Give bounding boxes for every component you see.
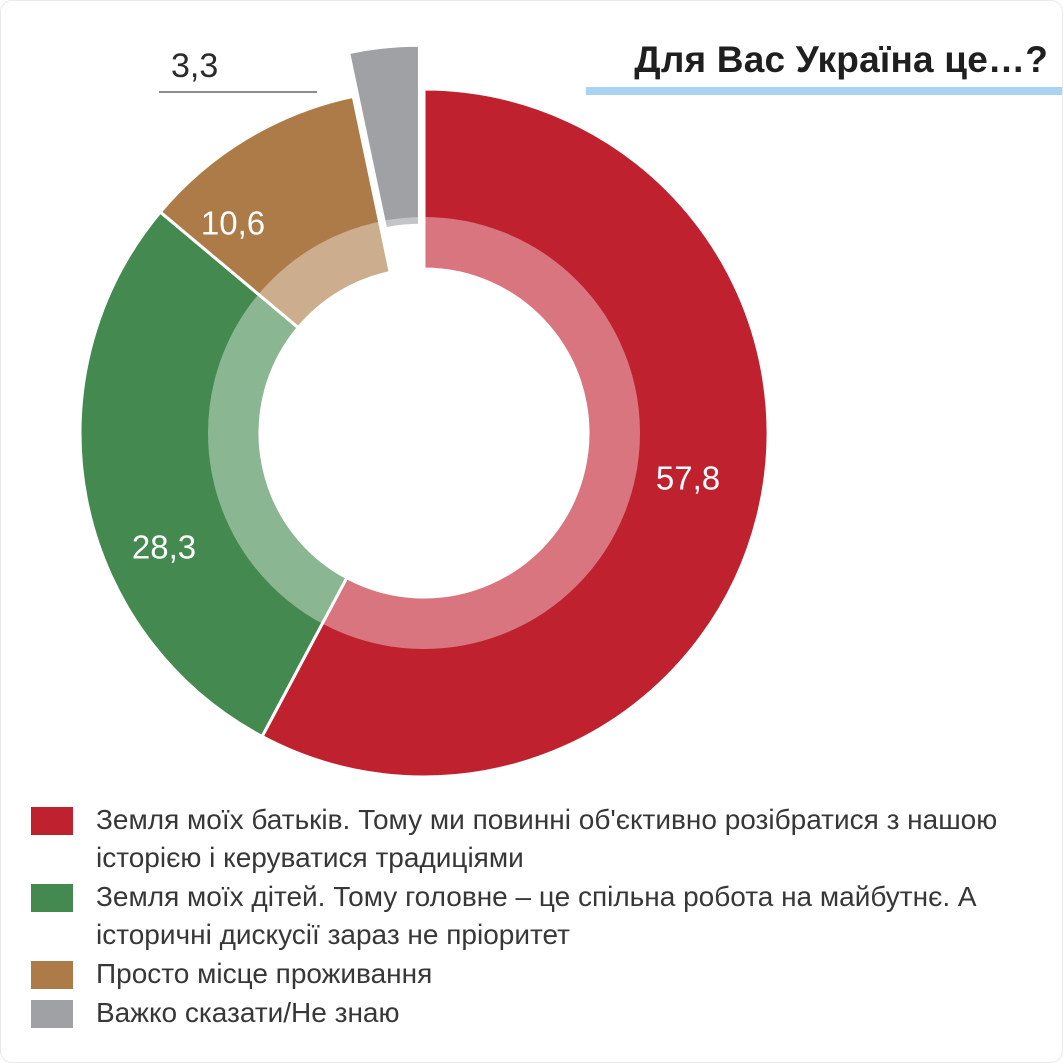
- title-underline-bar: [586, 87, 1062, 95]
- legend-swatch-brown: [31, 961, 73, 989]
- donut-slice-2: [158, 94, 392, 330]
- legend-label: Земля моїх дітей. Тому головне – це спіл…: [96, 881, 977, 950]
- legend-item: Просто місце проживання: [31, 955, 1041, 993]
- legend-label: Земля моїх батьків. Тому ми повинні об'є…: [96, 804, 998, 873]
- legend-swatch-red: [31, 807, 73, 835]
- slice-value-label: 10,6: [201, 205, 265, 242]
- donut-inner-highlight: [208, 217, 640, 649]
- donut-slice-1: [78, 210, 349, 739]
- legend-item: Земля моїх дітей. Тому головне – це спіл…: [31, 878, 1041, 954]
- legend-swatch-gray: [31, 1000, 73, 1028]
- legend-swatch-green: [31, 884, 73, 912]
- slice-value-label: 28,3: [132, 529, 196, 566]
- chart-legend: Земля моїх батьків. Тому ми повинні об'є…: [31, 801, 1041, 1033]
- legend-label: Важко сказати/Не знаю: [96, 997, 400, 1028]
- slice-value-label-outside: 3,3: [171, 47, 219, 85]
- slice-value-label: 57,8: [656, 460, 720, 497]
- chart-title: Для Вас Україна це…?: [634, 39, 1048, 80]
- legend-label: Просто місце проживання: [96, 958, 433, 989]
- legend-item: Важко сказати/Не знаю: [31, 994, 1041, 1032]
- donut-slice-3: [347, 43, 421, 231]
- legend-item: Земля моїх батьків. Тому ми повинні об'є…: [31, 801, 1041, 877]
- donut-slice-0: [260, 87, 770, 779]
